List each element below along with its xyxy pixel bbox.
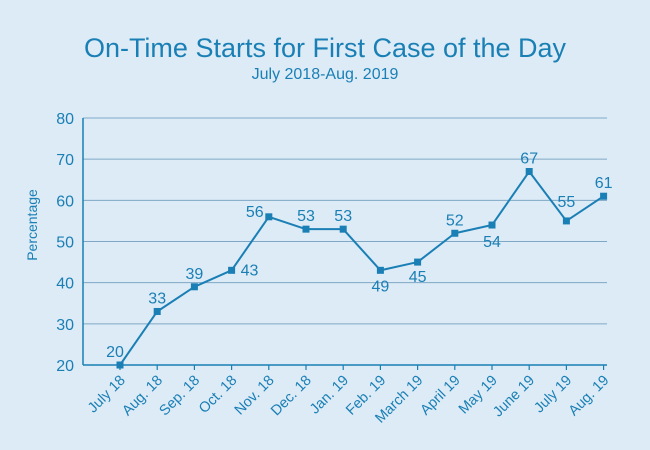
series-polyline <box>119 170 605 366</box>
axes <box>82 118 607 370</box>
data-point <box>339 225 347 233</box>
data-label: 55 <box>558 194 576 211</box>
y-tick-labels: 20 30 40 50 60 70 80 <box>56 111 74 375</box>
data-point <box>376 266 384 274</box>
data-label: 53 <box>297 208 315 225</box>
data-label: 49 <box>372 278 390 295</box>
data-point <box>525 168 533 176</box>
x-tick-label: April 19 <box>418 373 464 419</box>
chart-subtitle: July 2018-Aug. 2019 <box>251 66 399 83</box>
x-tick-label: Sep. 18 <box>157 373 204 420</box>
data-point <box>190 283 198 291</box>
y-tick-label: 70 <box>56 152 74 169</box>
y-tick-label: 40 <box>56 276 74 293</box>
data-label: 33 <box>148 290 166 307</box>
y-tick-label: 30 <box>56 317 74 334</box>
data-label: 20 <box>106 344 124 361</box>
y-tick-label: 60 <box>56 193 74 210</box>
data-label: 43 <box>241 262 259 279</box>
data-labels: 20 33 39 43 56 53 53 49 45 52 54 67 55 61 <box>106 151 612 361</box>
data-point <box>228 266 236 274</box>
x-tick-label: Aug. 18 <box>119 373 166 420</box>
data-label: 67 <box>520 151 538 168</box>
x-tick-label: Aug. 19 <box>566 373 613 420</box>
x-tick-label: June 19 <box>490 373 538 421</box>
data-label: 56 <box>246 204 264 221</box>
data-point <box>600 192 608 200</box>
data-label: 61 <box>595 175 613 192</box>
data-point <box>488 221 496 229</box>
data-point <box>302 225 310 233</box>
y-tick-label: 20 <box>56 358 74 375</box>
y-axis-label: Percentage <box>24 189 40 261</box>
chart-title: On-Time Starts for First Case of the Day <box>83 33 567 63</box>
data-point <box>265 213 273 221</box>
data-label: 39 <box>186 266 204 283</box>
grid-lines <box>83 117 607 325</box>
data-label: 52 <box>446 212 464 229</box>
y-tick-label: 80 <box>56 111 74 128</box>
y-tick-label: 50 <box>56 235 74 252</box>
series-line <box>116 168 608 369</box>
data-point <box>116 361 124 369</box>
data-label: 54 <box>483 234 501 251</box>
data-point <box>451 229 459 237</box>
data-point <box>153 307 161 315</box>
data-point <box>414 258 422 266</box>
x-tick-label: Dec. 18 <box>268 373 315 420</box>
data-point <box>562 217 570 225</box>
data-label: 45 <box>409 269 427 286</box>
data-label: 53 <box>334 208 352 225</box>
